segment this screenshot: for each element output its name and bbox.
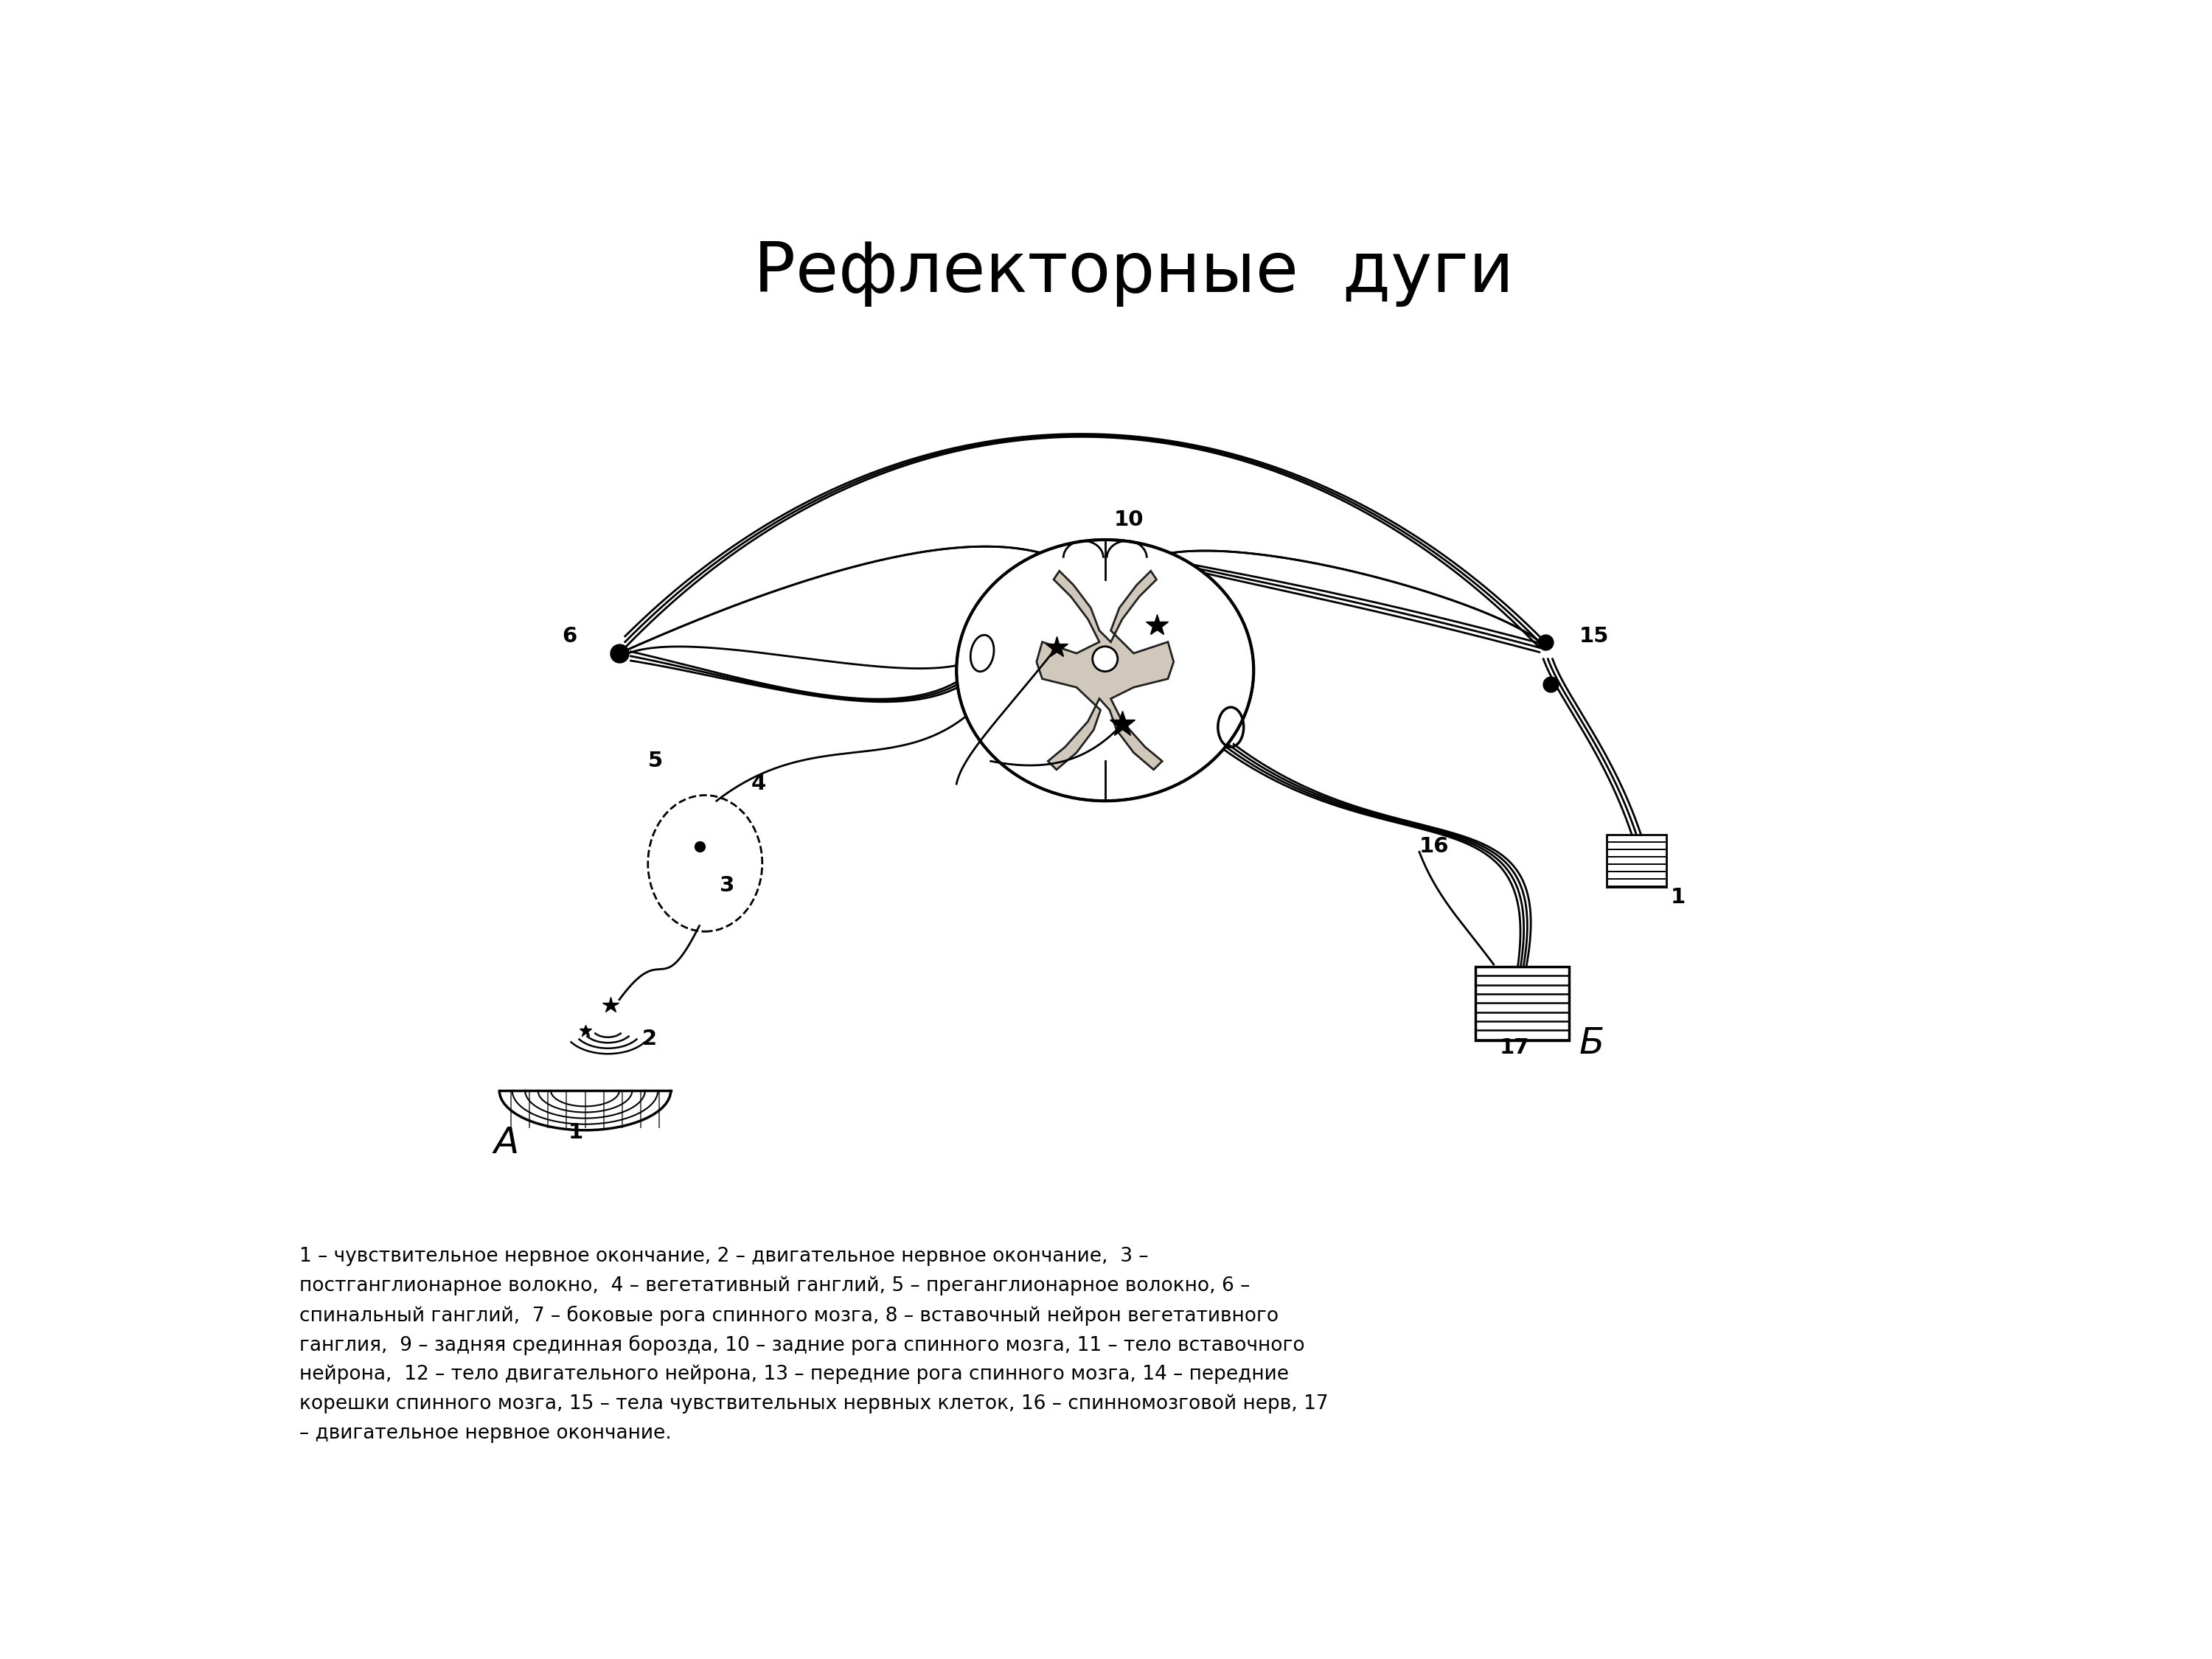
Text: Б: Б bbox=[1579, 1025, 1604, 1060]
Text: ганглия,  9 – задняя срединная борозда, 10 – задние рога спинного мозга, 11 – те: ганглия, 9 – задняя срединная борозда, 1… bbox=[299, 1335, 1305, 1355]
Text: 6: 6 bbox=[562, 625, 577, 647]
Text: постганглионарное волокно,  4 – вегетативный ганглий, 5 – преганглионарное волок: постганглионарное волокно, 4 – вегетатив… bbox=[299, 1276, 1250, 1296]
Text: 15: 15 bbox=[1579, 625, 1608, 647]
Text: 16: 16 bbox=[1420, 836, 1449, 856]
Text: 17: 17 bbox=[1500, 1037, 1528, 1058]
Text: 12: 12 bbox=[1071, 742, 1102, 763]
Text: 3: 3 bbox=[719, 876, 734, 896]
Text: 1: 1 bbox=[1670, 888, 1686, 907]
Text: корешки спинного мозга, 15 – тела чувствительных нервных клеток, 16 – спинномозг: корешки спинного мозга, 15 – тела чувств… bbox=[299, 1394, 1329, 1413]
Ellipse shape bbox=[956, 539, 1254, 801]
Text: – двигательное нервное окончание.: – двигательное нервное окончание. bbox=[299, 1423, 672, 1443]
Text: 2: 2 bbox=[641, 1029, 657, 1050]
Text: нейрона,  12 – тело двигательного нейрона, 13 – передние рога спинного мозга, 14: нейрона, 12 – тело двигательного нейрона… bbox=[299, 1365, 1290, 1384]
Text: 1: 1 bbox=[568, 1123, 584, 1143]
Text: 13: 13 bbox=[1119, 742, 1150, 763]
Text: Рефлекторные  дуги: Рефлекторные дуги bbox=[754, 239, 1513, 307]
Text: 7: 7 bbox=[1020, 601, 1035, 620]
Text: 14: 14 bbox=[1159, 742, 1190, 763]
Polygon shape bbox=[1037, 571, 1175, 770]
Text: 4: 4 bbox=[750, 773, 765, 795]
Text: А: А bbox=[493, 1125, 520, 1160]
Text: 5: 5 bbox=[648, 750, 664, 771]
Text: спинальный ганглий,  7 – боковые рога спинного мозга, 8 – вставочный нейрон веге: спинальный ганглий, 7 – боковые рога спи… bbox=[299, 1306, 1279, 1326]
Text: 10: 10 bbox=[1113, 509, 1144, 529]
Text: 1 – чувствительное нервное окончание, 2 – двигательное нервное окончание,  3 –: 1 – чувствительное нервное окончание, 2 … bbox=[299, 1246, 1148, 1266]
Text: 11: 11 bbox=[1166, 597, 1194, 617]
Circle shape bbox=[1093, 647, 1117, 672]
Text: 8: 8 bbox=[1020, 634, 1035, 655]
